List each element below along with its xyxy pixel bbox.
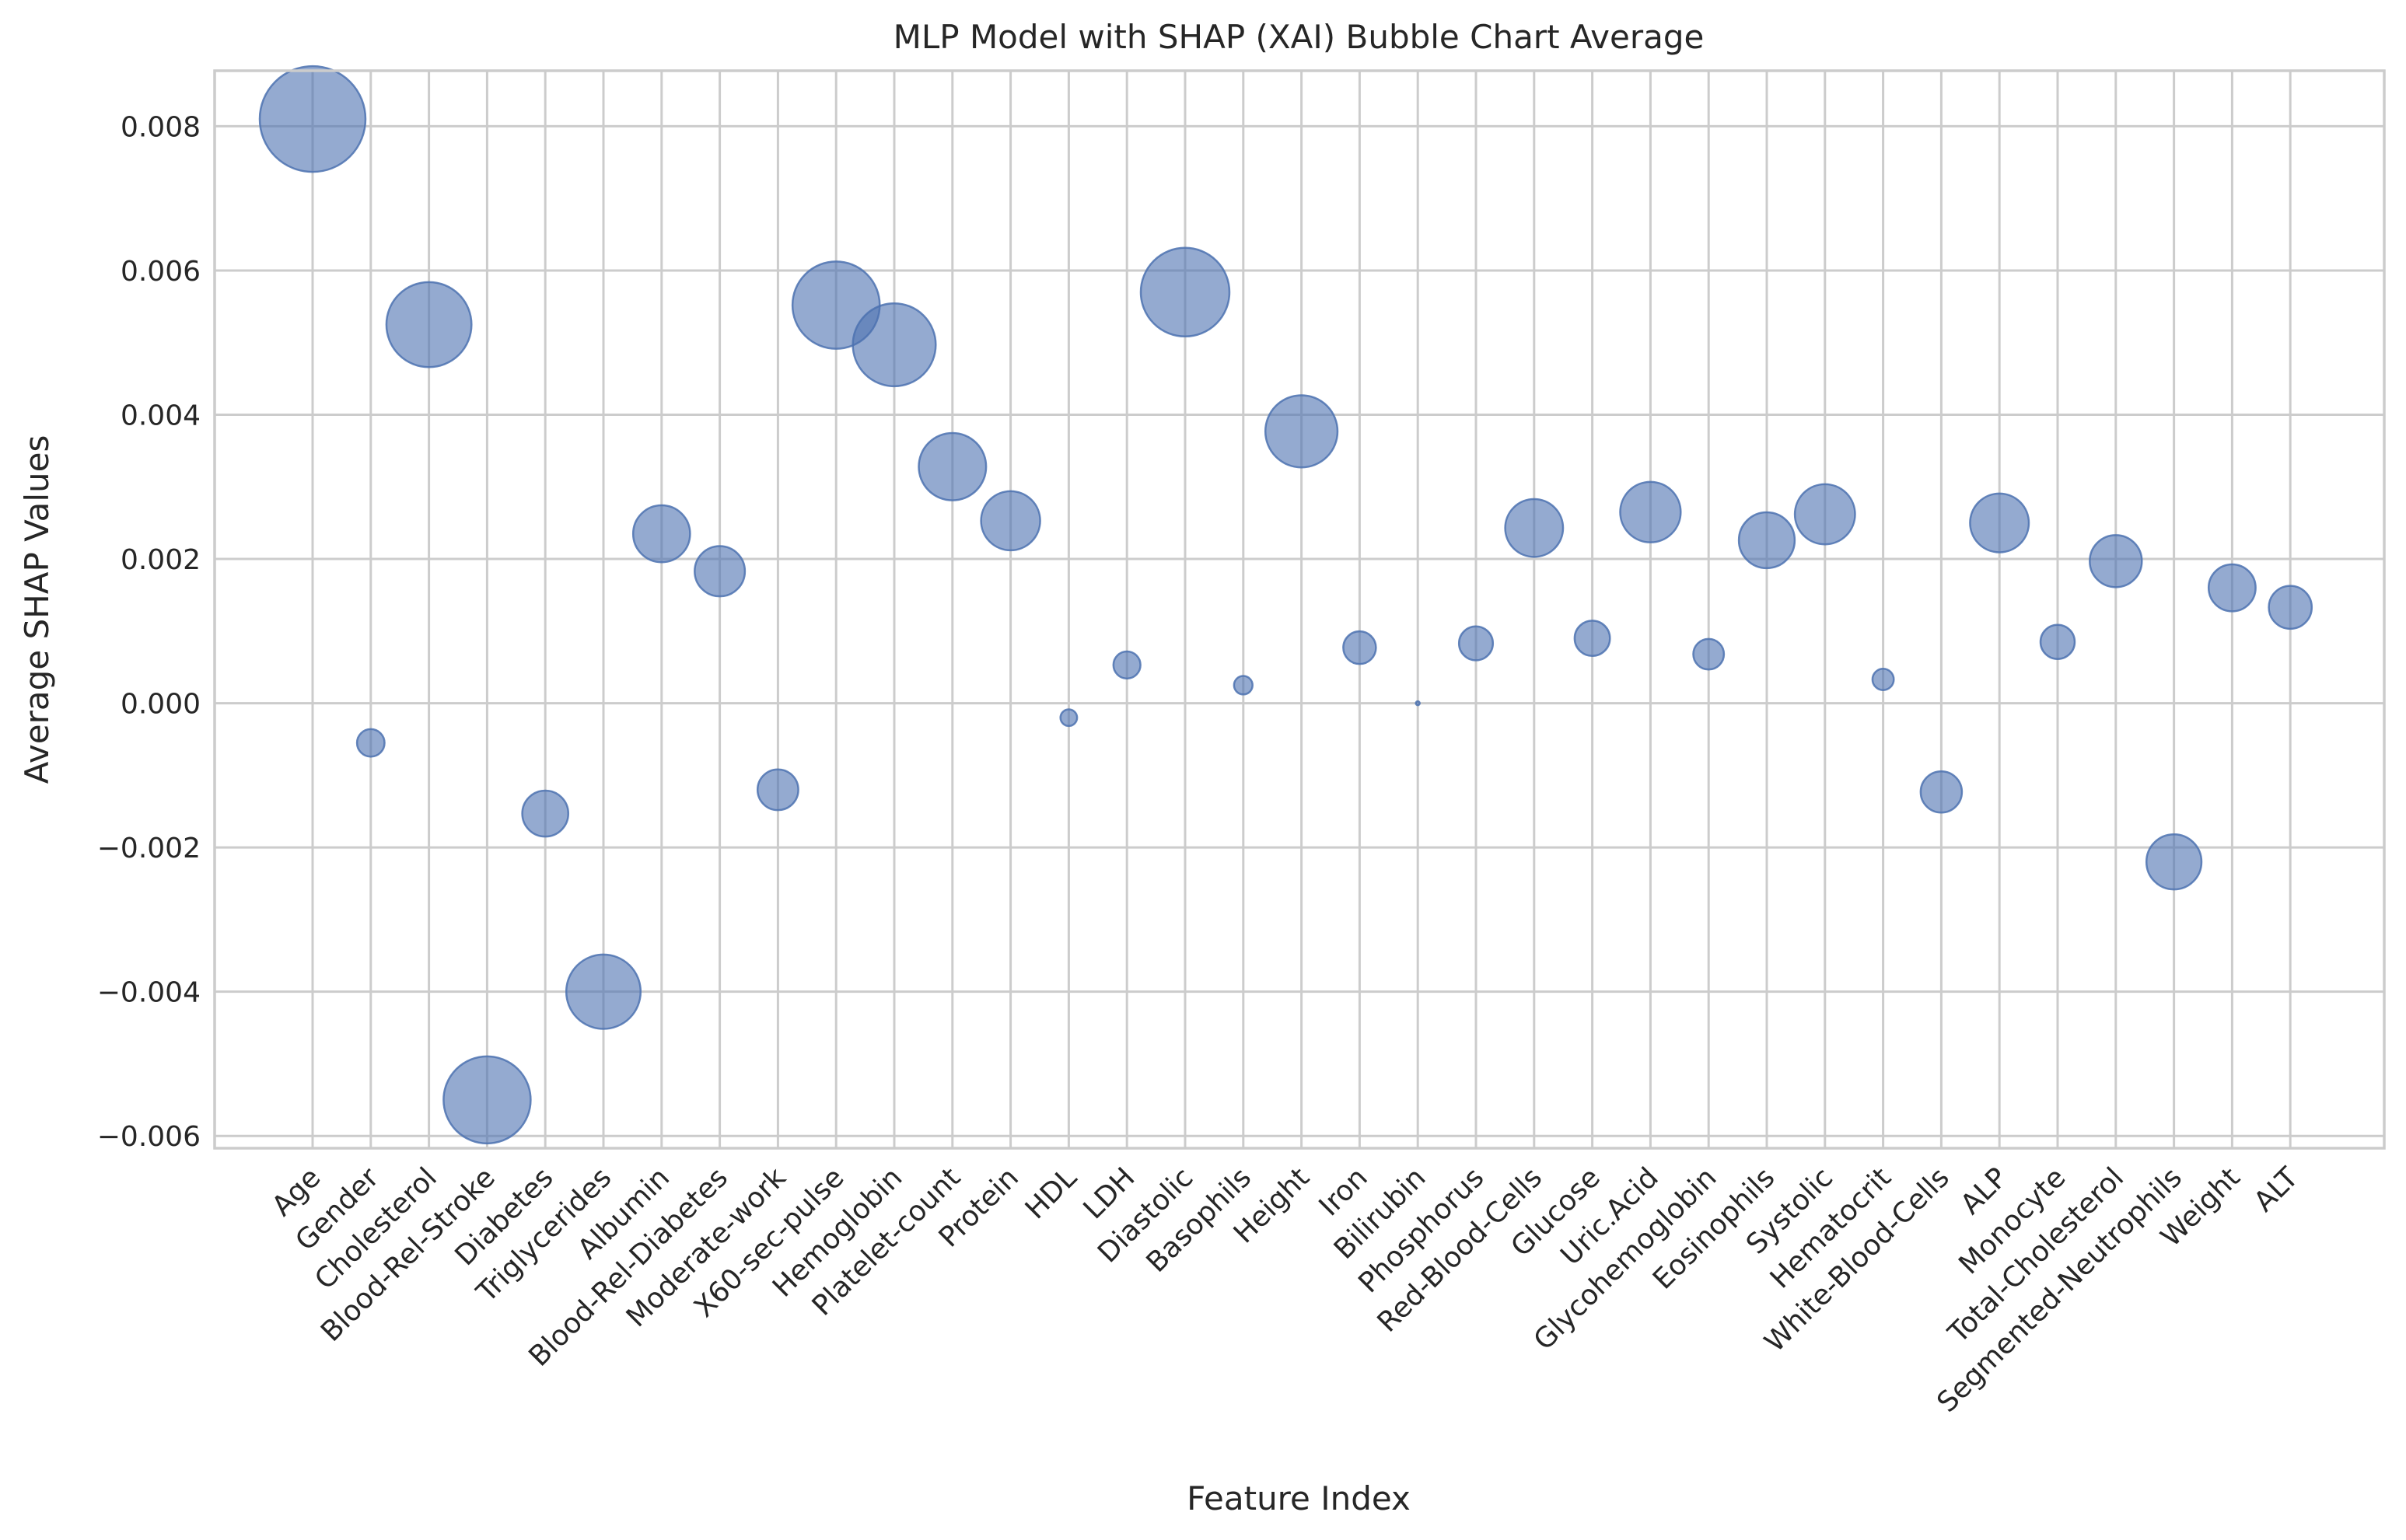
x-axis-label: Feature Index (1187, 1479, 1411, 1517)
bubble-point (918, 431, 988, 501)
bubble-point (1969, 492, 2030, 553)
bubble-point (2207, 563, 2257, 613)
y-tick-label: −0.004 (97, 977, 201, 1009)
bubble-point (442, 1055, 532, 1145)
bubble-point (1619, 480, 1682, 543)
bubble-point (1233, 675, 1254, 696)
bubble-point (852, 302, 937, 388)
bubble-point (1139, 246, 1231, 338)
bubble-point (1059, 708, 1079, 728)
bubble-point (980, 490, 1041, 552)
x-tick-label: HDL (1019, 1161, 1083, 1225)
y-tick-label: 0.002 (121, 544, 201, 576)
bubble-point (2039, 623, 2076, 660)
bubble-point (2268, 585, 2313, 630)
bubble-point (694, 545, 747, 598)
y-tick-label: −0.006 (97, 1121, 201, 1153)
bubble-point (521, 789, 570, 838)
y-tick-label: 0.000 (121, 689, 201, 721)
bubble-point (2145, 833, 2203, 891)
y-tick-label: −0.002 (97, 833, 201, 864)
bubble-point (756, 768, 799, 812)
bubble-point (1573, 620, 1611, 658)
bubbles (258, 65, 2313, 1145)
bubble-point (1871, 668, 1895, 691)
bubble-point (1793, 483, 1856, 546)
bubble-point (1264, 394, 1339, 469)
y-tick-labels: −0.006 −0.004 −0.002 0.000 0.002 0.004 0.006 0.… (97, 111, 201, 1153)
grid-lines (215, 71, 2384, 1148)
y-tick-label: 0.006 (121, 256, 201, 288)
y-axis-label: Average SHAP Values (18, 435, 56, 784)
bubble-point (1737, 511, 1796, 570)
y-tick-label: 0.004 (121, 400, 201, 432)
bubble-point (385, 281, 473, 368)
x-tick-labels: AgeGenderCholesterolBlood-Rel-StrokeDiab… (266, 1161, 2305, 1419)
bubble-point (1112, 650, 1142, 680)
bubble-point (1692, 637, 1726, 671)
bubble-point (1342, 630, 1377, 665)
bubble-point (258, 65, 367, 173)
bubble-point (1504, 498, 1565, 558)
plot-frame (213, 69, 2386, 1150)
bubble-point (1919, 770, 1964, 814)
chart-title: MLP Model with SHAP (XAI) Bubble Chart A… (894, 18, 1705, 56)
bubble-point (631, 504, 691, 564)
y-tick-label: 0.008 (121, 111, 201, 143)
bubble-point (355, 728, 386, 758)
bubble-point (2089, 534, 2143, 588)
x-tick-label: ALT (2248, 1161, 2305, 1218)
bubble-point (565, 953, 642, 1030)
bubble-point (1415, 700, 1421, 707)
bubble-point (1457, 625, 1495, 662)
